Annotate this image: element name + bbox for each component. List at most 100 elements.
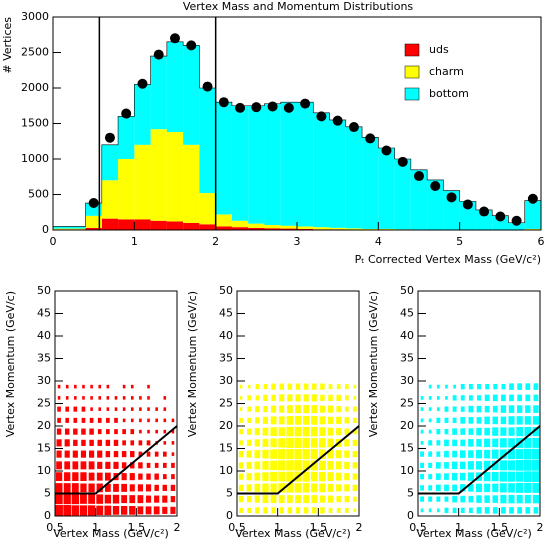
density-box xyxy=(147,418,150,423)
y-tick-label: 50 xyxy=(37,284,51,297)
histogram-bar xyxy=(118,159,135,220)
histogram-bar xyxy=(199,193,216,225)
histogram-bar xyxy=(150,56,167,130)
y-axis-label: # Vertices xyxy=(1,17,14,74)
density-box xyxy=(122,407,126,411)
density-box xyxy=(262,438,269,447)
density-box xyxy=(147,396,150,400)
data-point xyxy=(348,122,359,133)
density-box xyxy=(460,383,465,390)
density-box xyxy=(436,451,441,457)
density-box xyxy=(460,439,466,447)
histogram-bar xyxy=(313,227,330,230)
density-box xyxy=(435,462,441,469)
data-point xyxy=(283,102,294,113)
density-box xyxy=(525,507,531,514)
y-tick-label: 10 xyxy=(400,464,414,477)
density-box xyxy=(328,507,333,513)
density-box xyxy=(114,417,118,423)
x-tick-label: 1 xyxy=(131,235,138,248)
density-box xyxy=(452,428,457,435)
cut-line xyxy=(418,425,541,495)
density-box xyxy=(255,406,260,413)
density-box xyxy=(533,507,539,514)
density-box xyxy=(336,394,341,401)
density-box xyxy=(428,451,433,457)
y-tick-label: 35 xyxy=(219,352,233,365)
density-box xyxy=(162,495,168,503)
histogram-bar xyxy=(101,144,119,181)
data-point xyxy=(430,180,441,191)
density-box xyxy=(310,449,318,460)
density-box xyxy=(310,471,318,482)
density-box xyxy=(516,494,523,504)
density-box xyxy=(311,405,318,414)
data-point xyxy=(397,156,408,167)
density-box xyxy=(71,483,79,493)
density-box xyxy=(302,471,310,482)
density-box xyxy=(492,438,499,448)
density-box xyxy=(516,426,524,437)
density-box xyxy=(279,507,284,514)
y-tick-label: 40 xyxy=(37,329,51,342)
density-box xyxy=(113,451,119,458)
density-box xyxy=(483,460,491,471)
density-box xyxy=(328,394,333,401)
density-box xyxy=(294,416,302,425)
density-box xyxy=(147,429,150,434)
density-box xyxy=(492,507,498,514)
density-box xyxy=(295,405,301,414)
density-box xyxy=(112,506,120,515)
density-box xyxy=(247,395,252,401)
x-tick-label: 2 xyxy=(212,235,219,248)
density-box xyxy=(71,505,79,516)
density-box xyxy=(508,494,515,504)
density-box xyxy=(452,406,457,412)
density-box xyxy=(162,474,167,480)
density-box xyxy=(129,473,135,481)
density-box xyxy=(452,417,457,424)
y-tick-label: 50 xyxy=(400,284,414,297)
histogram-bar xyxy=(101,180,119,219)
x-tick-label: 1.5 xyxy=(491,521,509,534)
density-box xyxy=(154,451,159,457)
density-box xyxy=(255,417,260,424)
density-box xyxy=(484,427,490,436)
data-point xyxy=(202,81,213,92)
density-box xyxy=(106,417,110,423)
density-box xyxy=(475,449,483,459)
density-box xyxy=(445,384,448,389)
density-box xyxy=(444,450,449,458)
density-box xyxy=(279,394,285,402)
data-point xyxy=(527,193,538,204)
density-box xyxy=(97,450,103,458)
density-box xyxy=(56,428,62,435)
density-box xyxy=(105,451,111,458)
density-box xyxy=(121,451,127,458)
x-tick-label: 6 xyxy=(538,235,545,248)
density-box xyxy=(246,439,252,446)
x-tick-label: 2 xyxy=(174,521,181,534)
histogram-bar xyxy=(166,132,184,222)
density-box xyxy=(444,428,449,435)
density-box xyxy=(476,417,482,424)
density-box xyxy=(114,407,118,411)
density-box xyxy=(89,428,94,435)
density-box xyxy=(163,418,167,423)
density-box xyxy=(278,483,286,493)
density-box xyxy=(96,483,103,493)
density-box xyxy=(327,449,334,459)
density-box xyxy=(73,439,78,446)
density-box xyxy=(254,472,261,481)
density-box xyxy=(81,417,86,423)
density-box xyxy=(499,471,508,482)
density-box xyxy=(97,439,102,446)
histogram-bar xyxy=(394,159,411,230)
density-box xyxy=(428,508,432,513)
density-box xyxy=(476,405,482,413)
y-tick-label: 2000 xyxy=(21,81,49,94)
density-box xyxy=(106,407,110,411)
histogram-bar xyxy=(101,218,119,230)
histogram-bar xyxy=(85,203,102,216)
density-box xyxy=(468,383,473,390)
